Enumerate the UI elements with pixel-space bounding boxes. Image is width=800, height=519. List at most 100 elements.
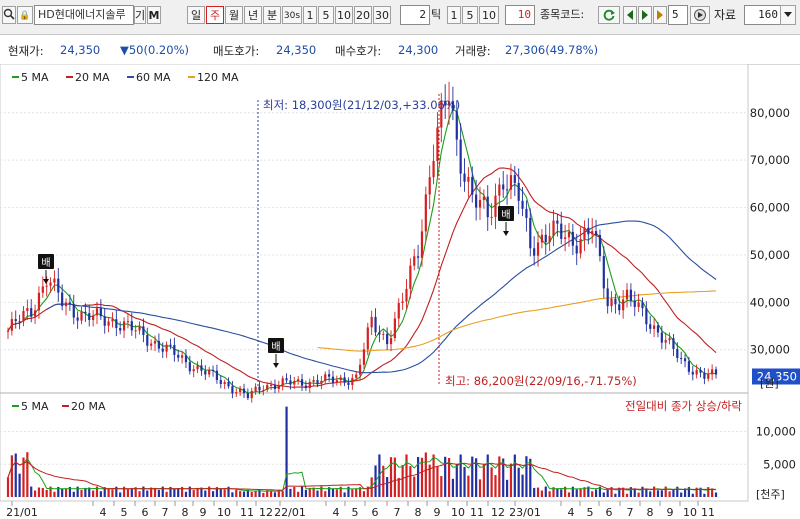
candle-body bbox=[676, 348, 679, 359]
search-icon[interactable] bbox=[2, 6, 16, 24]
volume-bar bbox=[119, 492, 122, 497]
volume-bar bbox=[134, 487, 137, 497]
volume-bar bbox=[347, 486, 350, 497]
interval-10-button[interactable]: 10 bbox=[335, 6, 353, 24]
step-back-icon[interactable] bbox=[623, 6, 637, 24]
candle-body bbox=[405, 288, 408, 302]
volume-bar bbox=[579, 488, 582, 497]
scroll-icon[interactable] bbox=[690, 6, 710, 24]
volume-bar bbox=[208, 486, 211, 497]
volume-bar bbox=[571, 486, 574, 497]
volume-tick-label: 5,000 bbox=[763, 457, 796, 471]
candle-body bbox=[30, 308, 33, 317]
volume-bar bbox=[637, 492, 640, 497]
minute-30s-button[interactable]: 30s bbox=[282, 6, 302, 24]
step-input[interactable]: 5 bbox=[668, 5, 688, 25]
step-forward-icon[interactable] bbox=[638, 6, 652, 24]
volume-note: 전일대비 종가 상승/하락 bbox=[625, 399, 742, 413]
candle-body bbox=[281, 378, 284, 386]
candle-body bbox=[99, 308, 102, 317]
tick-5-button[interactable]: 5 bbox=[462, 6, 478, 24]
candle-body bbox=[339, 377, 342, 381]
x-tick-label: 9 bbox=[200, 506, 207, 519]
volume-bar bbox=[122, 486, 126, 497]
x-tick-label: 6 bbox=[372, 506, 379, 519]
stock-name-input[interactable]: HD현대에너지솔루 bbox=[34, 5, 134, 25]
legend-entry: 120 MA bbox=[197, 71, 239, 84]
period-day-button[interactable]: 일 bbox=[187, 6, 205, 24]
volume-bar bbox=[703, 493, 706, 497]
interval-30-button[interactable]: 30 bbox=[373, 6, 391, 24]
tick-custom-input[interactable]: 10 bbox=[505, 5, 535, 25]
volume-bar bbox=[331, 488, 335, 497]
candle-body bbox=[540, 234, 544, 243]
period-minute-button[interactable]: 분 bbox=[263, 6, 281, 24]
volume-bar bbox=[683, 488, 687, 497]
candle-body bbox=[370, 316, 373, 328]
volume-bar bbox=[111, 489, 114, 497]
candle-body bbox=[188, 362, 191, 372]
x-tick-label: 6 bbox=[606, 506, 613, 519]
candle-body bbox=[625, 289, 629, 300]
ma-line-20 bbox=[7, 167, 717, 388]
data-count-select[interactable]: 160 bbox=[744, 5, 782, 25]
candle-body bbox=[393, 318, 396, 339]
volume-bar bbox=[231, 492, 234, 497]
refresh-icon[interactable] bbox=[598, 6, 620, 24]
period-month-button[interactable]: 월 bbox=[225, 6, 243, 24]
candle-body bbox=[103, 316, 106, 326]
x-tick-label: 7 bbox=[162, 506, 169, 519]
volume-bar bbox=[215, 487, 219, 497]
volume-bar bbox=[652, 486, 656, 497]
candle-body bbox=[289, 380, 292, 385]
candle-body bbox=[413, 256, 416, 266]
stock-menu-button[interactable]: 기 bbox=[134, 6, 146, 24]
candle-body bbox=[691, 371, 694, 375]
candle-body bbox=[328, 374, 331, 377]
volume-bar bbox=[246, 489, 249, 497]
tick-input[interactable]: 2 bbox=[400, 5, 430, 25]
volume-bar bbox=[49, 486, 52, 497]
volume-bar bbox=[649, 491, 652, 497]
volume-bar bbox=[610, 487, 613, 497]
volume-bar bbox=[536, 487, 540, 497]
ex-dividend-label: 배 bbox=[271, 341, 280, 353]
high-annotation: 최고: 86,200원(22/09/16,-71.75%) bbox=[445, 374, 637, 388]
period-year-button[interactable]: 년 bbox=[244, 6, 262, 24]
candle-body bbox=[115, 319, 118, 329]
interval-1-button[interactable]: 1 bbox=[303, 6, 317, 24]
interval-5-button[interactable]: 5 bbox=[318, 6, 334, 24]
lock-icon[interactable]: 🔒 bbox=[17, 6, 33, 24]
candle-body bbox=[703, 372, 706, 379]
volume-bar bbox=[397, 477, 400, 497]
candle-body bbox=[142, 326, 145, 336]
m-button[interactable]: M bbox=[147, 6, 161, 24]
candle-body bbox=[378, 332, 381, 335]
candle-body bbox=[316, 379, 319, 384]
price-tick-label: 80,000 bbox=[750, 106, 790, 120]
candle-body bbox=[258, 386, 261, 391]
volume-bar bbox=[699, 487, 702, 497]
candle-body bbox=[169, 344, 172, 346]
tick-1-button[interactable]: 1 bbox=[447, 6, 461, 24]
interval-20-button[interactable]: 20 bbox=[354, 6, 372, 24]
candle-body bbox=[331, 376, 335, 383]
candle-body bbox=[536, 242, 540, 256]
x-tick-label: 4 bbox=[568, 506, 575, 519]
chevron-down-icon[interactable] bbox=[780, 5, 796, 25]
volume-bar bbox=[324, 491, 327, 497]
candle-body bbox=[714, 369, 718, 375]
candle-body bbox=[656, 325, 660, 333]
volume-label: 거래량: bbox=[455, 44, 491, 58]
volume-bar bbox=[277, 489, 280, 497]
tick-10-button[interactable]: 10 bbox=[479, 6, 499, 24]
candle-body bbox=[347, 382, 350, 385]
volume-legend-entry: 20 MA bbox=[71, 400, 106, 413]
volume-bar bbox=[424, 452, 427, 497]
volume-bar bbox=[88, 487, 91, 497]
period-week-button[interactable]: 주 bbox=[206, 6, 224, 24]
volume-bar bbox=[509, 463, 513, 497]
play-icon[interactable] bbox=[653, 6, 667, 24]
candle-body bbox=[72, 304, 75, 318]
candle-body bbox=[560, 223, 563, 239]
